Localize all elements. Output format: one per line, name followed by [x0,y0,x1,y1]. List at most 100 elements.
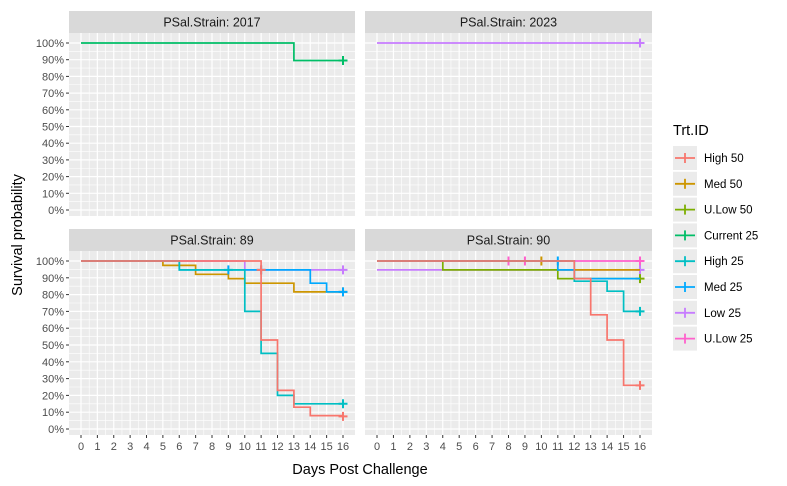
x-tick-label: 3 [127,441,133,453]
x-tick-label: 15 [321,441,333,453]
x-tick-label: 1 [390,441,396,453]
panel-strip [69,229,355,251]
legend-item-low-25: Low 25 [673,300,741,325]
panel-strip [365,11,652,33]
legend-label: Current 25 [704,230,758,242]
censor-mark [338,411,348,421]
panel-strip [69,11,355,33]
y-tick-label: 50% [42,122,64,134]
x-tick-label: 14 [304,441,316,453]
panel-strip-label: PSal.Strain: 89 [170,234,253,248]
x-tick-label: 9 [225,441,231,453]
y-tick-label: 80% [42,71,64,83]
gridlines [365,33,652,216]
x-tick-label: 5 [456,441,462,453]
y-tick-label: 100% [36,38,64,50]
survival-step-line [377,260,640,387]
legend-label: Low 25 [704,308,741,320]
panel-strip [365,229,652,251]
y-tick-label: 10% [42,407,64,419]
series-high-50 [81,260,348,421]
legend-item-current-25: Current 25 [673,223,758,248]
legend-label: High 50 [704,153,744,165]
x-tick-label: 13 [585,441,597,453]
y-tick-label: 0% [48,205,64,217]
legend-label: Med 50 [704,179,742,191]
x-tick-label: 15 [617,441,629,453]
legend-item-u-low-25: U.Low 25 [673,326,753,351]
legend-title: Trt.ID [673,123,709,139]
censor-mark [338,56,348,66]
x-tick-label: 0 [374,441,380,453]
censor-mark [635,38,645,48]
x-tick-label: 12 [271,441,283,453]
x-tick-label: 7 [193,441,199,453]
x-tick-label: 6 [176,441,182,453]
x-tick-label: 8 [209,441,215,453]
legend-item-med-50: Med 50 [673,171,742,196]
y-tick-label: 70% [42,88,64,100]
x-tick-label: 10 [239,441,251,453]
y-tick-label: 20% [42,390,64,402]
panels-layer: PSal.Strain: 2017 0% 10% 20% 30% 40% 50% 60% 70%… [36,11,652,453]
series-high-50 [377,260,645,390]
x-tick-label: 8 [505,441,511,453]
y-tick-label: 60% [42,323,64,335]
censor-mark [635,306,645,316]
survival-step-line [81,260,343,417]
legend-label: U.Low 50 [704,205,753,217]
y-tick-label: 10% [42,188,64,200]
x-tick-label: 10 [535,441,547,453]
panel-strip-label: PSal.Strain: 2017 [163,16,260,30]
censor-mark [635,380,645,390]
y-tick-label: 100% [36,256,64,268]
x-tick-label: 11 [255,441,266,453]
legend-label: U.Low 25 [704,334,753,346]
legend-item-med-25: Med 25 [673,275,742,299]
x-tick-label: 16 [634,441,646,453]
x-tick-label: 5 [160,441,166,453]
legend-label: High 25 [704,256,744,268]
y-tick-label: 30% [42,155,64,167]
panel-psal-strain-2023: PSal.Strain: 2023 [365,11,652,216]
legend-item-high-25: High 25 [673,249,744,274]
censor-mark [338,287,348,297]
panel-psal-strain-2017: PSal.Strain: 2017 0% 10% 20% 30% 40% 50% 60% 70%… [36,11,355,217]
x-tick-label: 2 [407,441,413,453]
x-tick-label: 4 [440,441,446,453]
survival-step-line [81,260,343,293]
x-tick-label: 0 [78,441,84,453]
gridlines [365,251,652,435]
y-tick-label: 90% [42,273,64,285]
y-tick-label: 60% [42,105,64,117]
panel-psal-strain-89: PSal.Strain: 890%10%20%30%40%50%60%70%80… [36,229,355,453]
x-tick-label: 12 [568,441,580,453]
x-axis-title: Days Post Challenge [292,462,427,478]
y-tick-label: 70% [42,306,64,318]
panel-strip-label: PSal.Strain: 2023 [460,16,557,30]
x-tick-label: 6 [473,441,479,453]
x-tick-label: 4 [143,441,149,453]
panel-psal-strain-90: PSal.Strain: 900 1 2 3 4 5 6 7 8 9 10 11 12 13 14 15 16 [365,229,652,453]
censor-mark [256,265,266,275]
x-tick-label: 16 [337,441,349,453]
y-axis-title: Survival probability [10,173,26,295]
y-tick-label: 30% [42,374,64,386]
x-tick-label: 14 [601,441,613,453]
x-tick-label: 7 [489,441,495,453]
y-tick-label: 40% [42,138,64,150]
y-tick-label: 50% [42,340,64,352]
y-tick-label: 90% [42,55,64,67]
censor-mark [338,399,348,409]
y-tick-label: 80% [42,290,64,302]
series-low-25 [377,38,645,48]
legend: Trt.ID High 50 Med 50 U.Low 50 Current 25 Hi… [673,123,758,351]
x-tick-label: 11 [552,441,563,453]
x-tick-label: 1 [94,441,100,453]
x-tick-label: 2 [111,441,117,453]
censor-mark [635,256,645,266]
x-tick-label: 13 [288,441,300,453]
panel-strip-label: PSal.Strain: 90 [467,234,550,248]
x-tick-label: 3 [423,441,429,453]
y-tick-label: 20% [42,172,64,184]
